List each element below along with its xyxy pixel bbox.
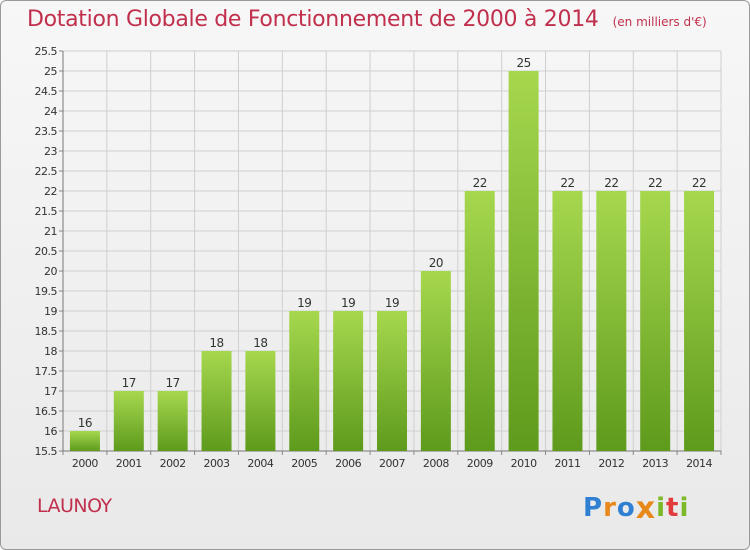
x-tick-label: 2001 <box>116 457 142 470</box>
labels: 15.5 16 16.5 17 17.5 18 18.5 19 19.5 20 20.5 21 21.5… <box>35 45 714 470</box>
chart-title: Dotation Globale de Fonctionnement de 20… <box>27 7 707 32</box>
chart-unit: (en milliers d'€) <box>612 15 707 29</box>
x-tick-label: 2011 <box>554 457 580 470</box>
data-label: 22 <box>473 176 487 190</box>
y-tick-label: 23 <box>44 145 57 158</box>
chart-title-text: Dotation Globale de Fonctionnement de 20… <box>27 7 599 32</box>
y-tick-label: 24 <box>44 105 57 118</box>
y-tick-label: 16.5 <box>35 405 58 418</box>
data-label: 18 <box>209 336 223 350</box>
data-label: 17 <box>122 376 136 390</box>
x-tick-label: 2008 <box>423 457 449 470</box>
data-label: 22 <box>604 176 618 190</box>
data-label: 17 <box>166 376 180 390</box>
x-tick-label: 2006 <box>335 457 361 470</box>
y-tick-label: 22 <box>44 185 57 198</box>
y-tick-label: 20 <box>44 265 57 278</box>
bar <box>157 391 188 451</box>
x-tick-label: 2004 <box>247 457 273 470</box>
bar <box>640 191 671 451</box>
bar <box>508 71 539 451</box>
bar <box>464 191 495 451</box>
bar <box>245 351 276 451</box>
y-tick-label: 25.5 <box>35 45 58 58</box>
commune-name: LAUNOY <box>37 495 112 517</box>
y-tick-label: 18 <box>44 345 57 358</box>
logo-letter: r <box>603 493 617 523</box>
bar <box>552 191 583 451</box>
bar <box>333 311 364 451</box>
data-label: 19 <box>341 296 355 310</box>
data-label: 19 <box>385 296 399 310</box>
bars <box>69 71 715 451</box>
x-tick-label: 2005 <box>291 457 317 470</box>
y-tick-label: 17 <box>44 385 57 398</box>
y-tick-label: 19.5 <box>35 285 58 298</box>
x-tick-label: 2012 <box>598 457 624 470</box>
y-tick-label: 21 <box>44 225 57 238</box>
data-label: 19 <box>297 296 311 310</box>
y-tick-label: 23.5 <box>35 125 58 138</box>
bar <box>113 391 144 451</box>
proxiti-logo[interactable]: Proxiti <box>583 489 690 526</box>
bar <box>69 431 100 451</box>
data-label: 18 <box>253 336 267 350</box>
y-tick-label: 15.5 <box>35 445 58 458</box>
logo-letter: t <box>666 493 680 523</box>
x-tick-label: 2009 <box>467 457 493 470</box>
logo-letter: x <box>635 491 657 526</box>
data-label: 20 <box>429 256 443 270</box>
y-tick-label: 17.5 <box>35 365 58 378</box>
logo-letter: i <box>656 493 667 523</box>
data-label: 22 <box>692 176 706 190</box>
x-tick-label: 2013 <box>642 457 668 470</box>
x-tick-label: 2014 <box>686 457 712 470</box>
logo-letter: P <box>583 493 604 523</box>
x-tick-label: 2007 <box>379 457 405 470</box>
bar <box>420 271 451 451</box>
x-tick-label: 2010 <box>511 457 537 470</box>
bar <box>684 191 715 451</box>
y-tick-label: 16 <box>44 425 57 438</box>
y-tick-label: 20.5 <box>35 245 58 258</box>
bar <box>289 311 320 451</box>
y-tick-label: 22.5 <box>35 165 58 178</box>
y-tick-label: 19 <box>44 305 57 318</box>
x-tick-label: 2000 <box>72 457 98 470</box>
x-tick-label: 2003 <box>204 457 230 470</box>
y-tick-label: 25 <box>44 65 57 78</box>
data-label: 22 <box>648 176 662 190</box>
data-label: 25 <box>516 56 530 70</box>
x-tick-label: 2002 <box>160 457 186 470</box>
logo-letter: o <box>616 493 636 523</box>
bar <box>377 311 407 451</box>
y-tick-label: 18.5 <box>35 325 58 338</box>
y-tick-label: 24.5 <box>35 85 58 98</box>
bar <box>201 351 232 451</box>
bar <box>596 191 627 451</box>
y-tick-label: 21.5 <box>35 205 58 218</box>
logo-letter: i <box>679 493 690 523</box>
data-label: 16 <box>78 416 92 430</box>
data-label: 22 <box>560 176 574 190</box>
